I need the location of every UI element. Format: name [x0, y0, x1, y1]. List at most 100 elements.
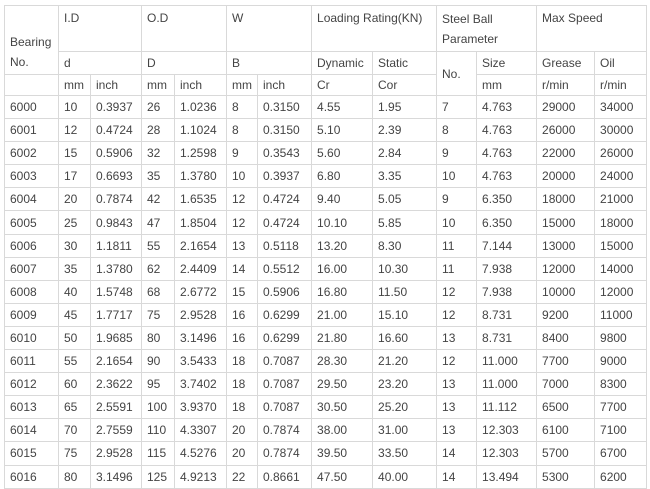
cell-ball-size: 12.303 — [476, 418, 538, 443]
header-steel-ball: Steel Ball Parameter — [436, 5, 538, 52]
cell-w-mm: 14 — [226, 256, 258, 281]
header-od-inch: inch — [174, 74, 227, 96]
header-od: O.D — [141, 5, 227, 52]
header-B: B — [225, 51, 313, 75]
cell-static-cor: 33.50 — [372, 441, 438, 466]
header-D: D — [141, 51, 227, 75]
cell-bearing-no: 6006 — [4, 233, 59, 258]
cell-id-mm: 75 — [58, 441, 91, 466]
cell-grease-speed: 13000 — [536, 233, 596, 258]
cell-id-mm: 30 — [58, 233, 91, 258]
table-row: 6004 20 0.7874 42 1.6535 12 0.4724 9.40 5.05 9 6.3… — [4, 187, 648, 212]
cell-w-inch: 0.5512 — [256, 256, 313, 281]
table-row: 6002 15 0.5906 32 1.2598 9 0.3543 5.60 2.84 9 4.76… — [4, 141, 648, 166]
cell-w-inch: 0.8661 — [256, 464, 313, 489]
table-row: 6012 60 2.3622 95 3.7402 18 0.7087 29.50 23.20 13… — [4, 372, 648, 397]
cell-od-mm: 68 — [141, 279, 175, 304]
cell-grease-speed: 20000 — [536, 164, 596, 189]
cell-od-mm: 42 — [141, 187, 175, 212]
cell-od-inch: 2.1654 — [174, 233, 227, 258]
cell-static-cor: 11.50 — [372, 279, 438, 304]
header-w: W — [225, 5, 313, 52]
cell-static-cor: 15.10 — [372, 302, 438, 327]
header-w-mm: mm — [226, 74, 258, 96]
cell-oil-speed: 7100 — [594, 418, 648, 443]
cell-static-cor: 2.84 — [372, 141, 438, 166]
table-row: 6013 65 2.5591 100 3.9370 18 0.7087 30.50 25.20 1… — [4, 395, 648, 420]
cell-w-inch: 0.4724 — [256, 187, 313, 212]
cell-grease-speed: 12000 — [536, 256, 596, 281]
cell-bearing-no: 6007 — [4, 256, 59, 281]
cell-oil-speed: 11000 — [594, 302, 648, 327]
cell-ball-size: 13.494 — [476, 464, 538, 489]
cell-dynamic-cr: 29.50 — [311, 372, 374, 397]
cell-od-mm: 35 — [141, 164, 175, 189]
cell-id-inch: 3.1496 — [90, 464, 142, 489]
cell-oil-speed: 9000 — [594, 349, 648, 374]
cell-od-mm: 90 — [141, 349, 175, 374]
cell-oil-speed: 21000 — [594, 187, 648, 212]
cell-id-inch: 0.3937 — [90, 94, 142, 120]
cell-grease-speed: 26000 — [536, 118, 596, 143]
cell-ball-size: 8.731 — [476, 302, 538, 327]
cell-bearing-no: 6009 — [4, 302, 59, 327]
cell-ball-size: 6.350 — [476, 210, 538, 235]
cell-ball-no: 7 — [436, 94, 478, 120]
cell-w-inch: 0.6299 — [256, 325, 313, 351]
cell-ball-size: 4.763 — [476, 94, 538, 120]
cell-w-inch: 0.5906 — [256, 279, 313, 304]
header-bearing-no: Bearing No. — [4, 5, 59, 75]
cell-ball-no: 12 — [436, 302, 478, 327]
cell-static-cor: 40.00 — [372, 464, 438, 489]
cell-oil-speed: 6200 — [594, 464, 648, 489]
cell-w-mm: 18 — [226, 372, 258, 397]
header-cr: Cr — [311, 74, 374, 96]
cell-bearing-no: 6013 — [4, 395, 59, 420]
cell-grease-speed: 22000 — [536, 141, 596, 166]
cell-dynamic-cr: 38.00 — [311, 418, 374, 443]
cell-bearing-no: 6001 — [4, 118, 59, 143]
cell-ball-size: 7.938 — [476, 256, 538, 281]
header-loading-rating: Loading Rating(KN) — [311, 5, 438, 52]
cell-id-inch: 2.5591 — [90, 395, 142, 420]
cell-w-mm: 18 — [226, 395, 258, 420]
cell-static-cor: 1.95 — [372, 94, 438, 120]
table-row: 6000 10 0.3937 26 1.0236 8 0.3150 4.55 1.95 7 4.76… — [4, 94, 648, 120]
cell-id-inch: 0.6693 — [90, 164, 142, 189]
cell-bearing-no: 6010 — [4, 325, 59, 351]
cell-od-inch: 3.9370 — [174, 395, 227, 420]
cell-static-cor: 31.00 — [372, 418, 438, 443]
table-row: 6003 17 0.6693 35 1.3780 10 0.3937 6.80 3.35 10 4.… — [4, 164, 648, 189]
cell-id-inch: 1.5748 — [90, 279, 142, 304]
cell-id-inch: 1.3780 — [90, 256, 142, 281]
cell-oil-speed: 14000 — [594, 256, 648, 281]
cell-dynamic-cr: 5.60 — [311, 141, 374, 166]
cell-w-inch: 0.3150 — [256, 94, 313, 120]
table-row: 6014 70 2.7559 110 4.3307 20 0.7874 38.00 31.00 1… — [4, 418, 648, 443]
cell-id-inch: 2.1654 — [90, 349, 142, 374]
cell-grease-speed: 7700 — [536, 349, 596, 374]
table-row: 6015 75 2.9528 115 4.5276 20 0.7874 39.50 33.50 1… — [4, 441, 648, 466]
cell-id-mm: 25 — [58, 210, 91, 235]
cell-od-inch: 3.7402 — [174, 372, 227, 397]
cell-ball-size: 11.000 — [476, 372, 538, 397]
cell-od-inch: 1.6535 — [174, 187, 227, 212]
cell-id-inch: 1.1811 — [90, 233, 142, 258]
cell-id-mm: 60 — [58, 372, 91, 397]
bearing-spec-table: Bearing No. I.D O.D W Loading Rating(KN)… — [4, 5, 648, 489]
cell-dynamic-cr: 21.80 — [311, 325, 374, 351]
cell-static-cor: 8.30 — [372, 233, 438, 258]
cell-oil-speed: 15000 — [594, 233, 648, 258]
cell-id-mm: 65 — [58, 395, 91, 420]
cell-static-cor: 5.05 — [372, 187, 438, 212]
cell-ball-size: 7.144 — [476, 233, 538, 258]
cell-ball-no: 10 — [436, 164, 478, 189]
cell-grease-speed: 7000 — [536, 372, 596, 397]
cell-dynamic-cr: 28.30 — [311, 349, 374, 374]
cell-bearing-no: 6014 — [4, 418, 59, 443]
header-id-mm: mm — [58, 74, 91, 96]
cell-id-mm: 50 — [58, 325, 91, 351]
cell-id-mm: 40 — [58, 279, 91, 304]
header-id-inch: inch — [90, 74, 142, 96]
cell-id-mm: 55 — [58, 349, 91, 374]
